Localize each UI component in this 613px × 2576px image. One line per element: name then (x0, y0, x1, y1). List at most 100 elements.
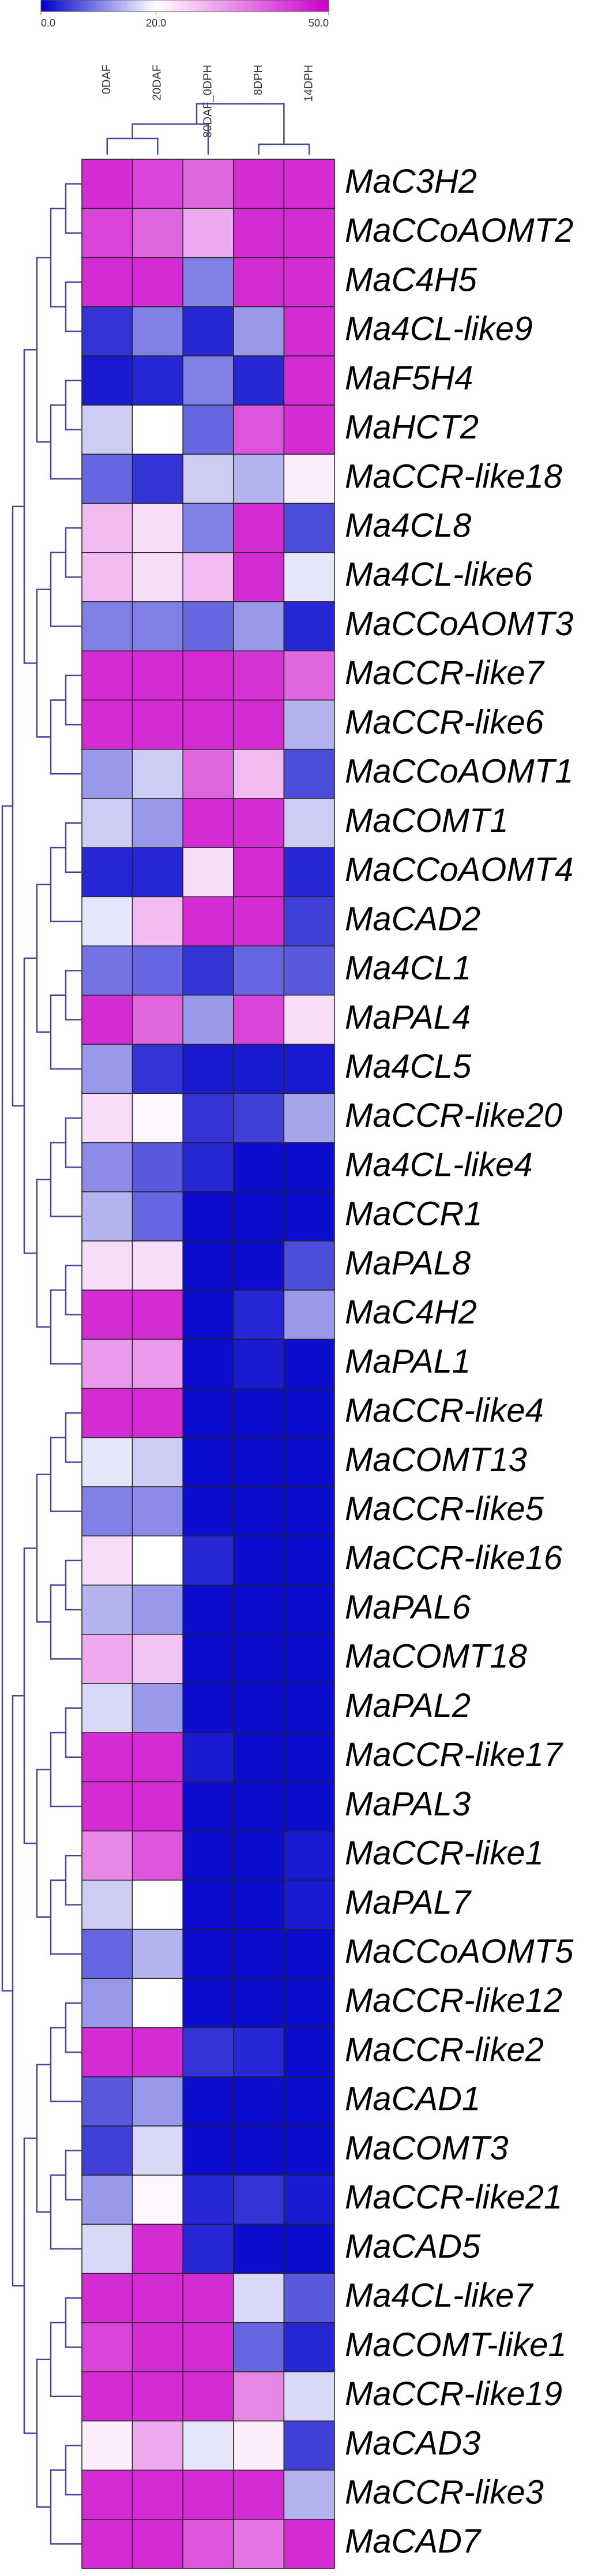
heatmap-cell (81, 453, 133, 504)
heatmap-cell (81, 995, 133, 1045)
heatmap-cell (283, 896, 335, 947)
heatmap-cell (131, 2371, 183, 2422)
heatmap-cell (131, 1633, 183, 1684)
heatmap-cell (283, 355, 335, 406)
heatmap-cell (233, 503, 285, 553)
heatmap-cell (81, 847, 133, 898)
heatmap-cell (182, 1388, 234, 1438)
row-label: MaPAL8 (345, 1244, 471, 1282)
heatmap-cell (131, 1437, 183, 1487)
heatmap-cell (131, 1781, 183, 1832)
heatmap-cell (182, 159, 234, 209)
heatmap-cell (283, 208, 335, 258)
heatmap-cell (182, 1584, 234, 1635)
heatmap-cell (233, 1240, 285, 1291)
heatmap-cell (182, 601, 234, 651)
heatmap-cell (182, 1338, 234, 1389)
heatmap-cell (81, 1437, 133, 1487)
heatmap-cell (131, 1191, 183, 1242)
row-label: Ma4CL-like6 (345, 556, 533, 594)
heatmap-cell (283, 2371, 335, 2422)
heatmap-cell (81, 2420, 133, 2471)
heatmap-cell (81, 1584, 133, 1635)
heatmap-cell (233, 1388, 285, 1438)
heatmap-cell (233, 159, 285, 209)
heatmap-cell (233, 847, 285, 898)
row-label: MaCAD1 (345, 2080, 480, 2118)
heatmap-cell (131, 1093, 183, 1143)
heatmap-cell (81, 2469, 133, 2520)
row-label: MaCCoAOMT5 (345, 1933, 574, 1970)
heatmap-cell (283, 1437, 335, 1487)
heatmap-cell (81, 1929, 133, 1979)
heatmap-cell (131, 306, 183, 357)
heatmap-cell (131, 2125, 183, 2176)
heatmap-cell (283, 1535, 335, 1586)
heatmap-cell (182, 650, 234, 701)
heatmap-cell (131, 257, 183, 308)
heatmap-cell (182, 2322, 234, 2372)
heatmap-cell (233, 2371, 285, 2422)
heatmap-cell (233, 1093, 285, 1143)
heatmap-cell (233, 1142, 285, 1193)
heatmap-cell (182, 1289, 234, 1340)
heatmap-cell (182, 1535, 234, 1586)
heatmap-cell (283, 601, 335, 651)
heatmap-cell (81, 1388, 133, 1438)
column-label: 80DAF_0DPH (201, 65, 214, 138)
heatmap-cell (81, 2125, 133, 2176)
heatmap-cell (131, 2322, 183, 2372)
heatmap-cell (182, 2273, 234, 2323)
heatmap-cell (182, 257, 234, 308)
heatmap-cell (81, 2322, 133, 2372)
heatmap-cell (233, 945, 285, 996)
heatmap-cell (182, 2519, 234, 2569)
heatmap-cell (182, 2027, 234, 2078)
row-label: MaCCR-like1 (345, 1835, 544, 1872)
row-label: MaCCoAOMT2 (345, 212, 573, 249)
heatmap-cell (283, 159, 335, 209)
row-label: MaCCR-like5 (345, 1490, 544, 1528)
heatmap-cell (233, 1633, 285, 1684)
heatmap-cell (81, 945, 133, 996)
heatmap-cell (283, 1929, 335, 1979)
colorbar (40, 0, 329, 12)
row-label: MaPAL1 (345, 1343, 471, 1380)
row-label: MaCCR-like12 (345, 1982, 562, 2019)
heatmap-cell (182, 1880, 234, 1930)
heatmap-cell (233, 2322, 285, 2372)
heatmap-cell (283, 847, 335, 898)
heatmap-cell (283, 2469, 335, 2520)
heatmap-cell (131, 503, 183, 553)
heatmap-cell (131, 945, 183, 996)
heatmap-cell (81, 404, 133, 455)
heatmap-cell (283, 1191, 335, 1242)
row-label: MaCCR-like19 (345, 2375, 562, 2413)
heatmap-cell (233, 404, 285, 455)
heatmap-cell (131, 159, 183, 209)
heatmap-cell (182, 2420, 234, 2471)
heatmap-cell (283, 1830, 335, 1881)
heatmap-cell (182, 1142, 234, 1193)
heatmap-cell (283, 2223, 335, 2274)
heatmap-cell (283, 552, 335, 602)
heatmap-cell (81, 159, 133, 209)
heatmap-cell (283, 2027, 335, 2078)
heatmap-cell (81, 2371, 133, 2422)
heatmap-cell (283, 1683, 335, 1733)
heatmap-cell (283, 2125, 335, 2176)
heatmap-cell (283, 453, 335, 504)
heatmap-cell (233, 306, 285, 357)
heatmap-cell (233, 552, 285, 602)
heatmap-cell (182, 1240, 234, 1291)
heatmap-cell (233, 601, 285, 651)
heatmap-cell (233, 748, 285, 799)
heatmap-cell (283, 1142, 335, 1193)
heatmap-cell (81, 2027, 133, 2078)
heatmap-cell (131, 1535, 183, 1586)
heatmap-cell (233, 1683, 285, 1733)
heatmap-cell (233, 2469, 285, 2520)
heatmap-cell (81, 1191, 133, 1242)
heatmap-cell (131, 1044, 183, 1094)
